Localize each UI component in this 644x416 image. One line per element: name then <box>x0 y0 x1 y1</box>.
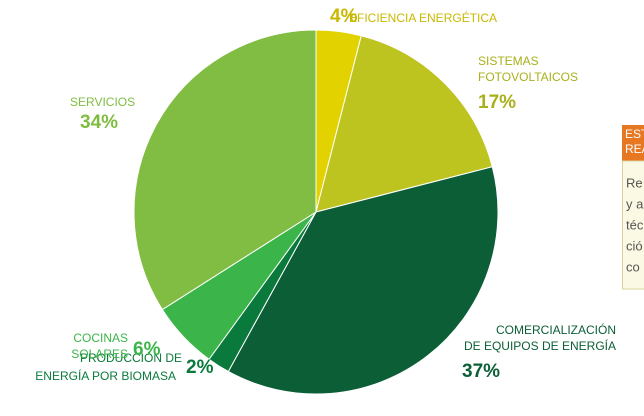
panel-body-text: Re <box>626 175 643 190</box>
side-panel: EST REA Re y a téc ció co <box>622 125 644 290</box>
slice-label: COCINAS <box>73 331 128 345</box>
panel-body-text: téc <box>626 217 644 232</box>
pie-slice <box>227 166 499 395</box>
panel-body-text: ció <box>626 238 643 253</box>
slice-label: PRODUCCIÓN DE <box>80 350 182 365</box>
slice-label: SERVICIOS <box>70 95 135 109</box>
slice-label: ENERGÍA POR BIOMASA <box>35 368 176 383</box>
panel-body-text: co <box>626 259 640 274</box>
slice-label: COMERCIALIZACIÓN <box>496 322 616 337</box>
panel-header <box>622 125 644 161</box>
slice-label: SISTEMAS <box>478 54 539 68</box>
value-label: 34% <box>80 112 118 133</box>
value-label: 37% <box>462 361 500 382</box>
panel-header-text: EST <box>625 127 644 141</box>
panel-body <box>622 160 644 290</box>
slice-label: SOLARES <box>71 347 128 361</box>
slice-label: FOTOVOLTAICOS <box>478 70 578 84</box>
panel-header-text: REA <box>625 142 644 156</box>
pie-slice <box>133 29 317 311</box>
value-label: 2% <box>186 357 214 378</box>
panel-body-text: y a <box>626 196 644 211</box>
slice-label: DE EQUIPOS DE ENERGÍA <box>464 338 616 353</box>
pie-slice <box>315 35 493 213</box>
value-label: 6% <box>133 339 161 360</box>
value-label: 17% <box>478 92 516 113</box>
slice-label: EFICIENCIA ENERGÉTICA <box>349 10 497 25</box>
value-label: 4% <box>330 6 358 27</box>
